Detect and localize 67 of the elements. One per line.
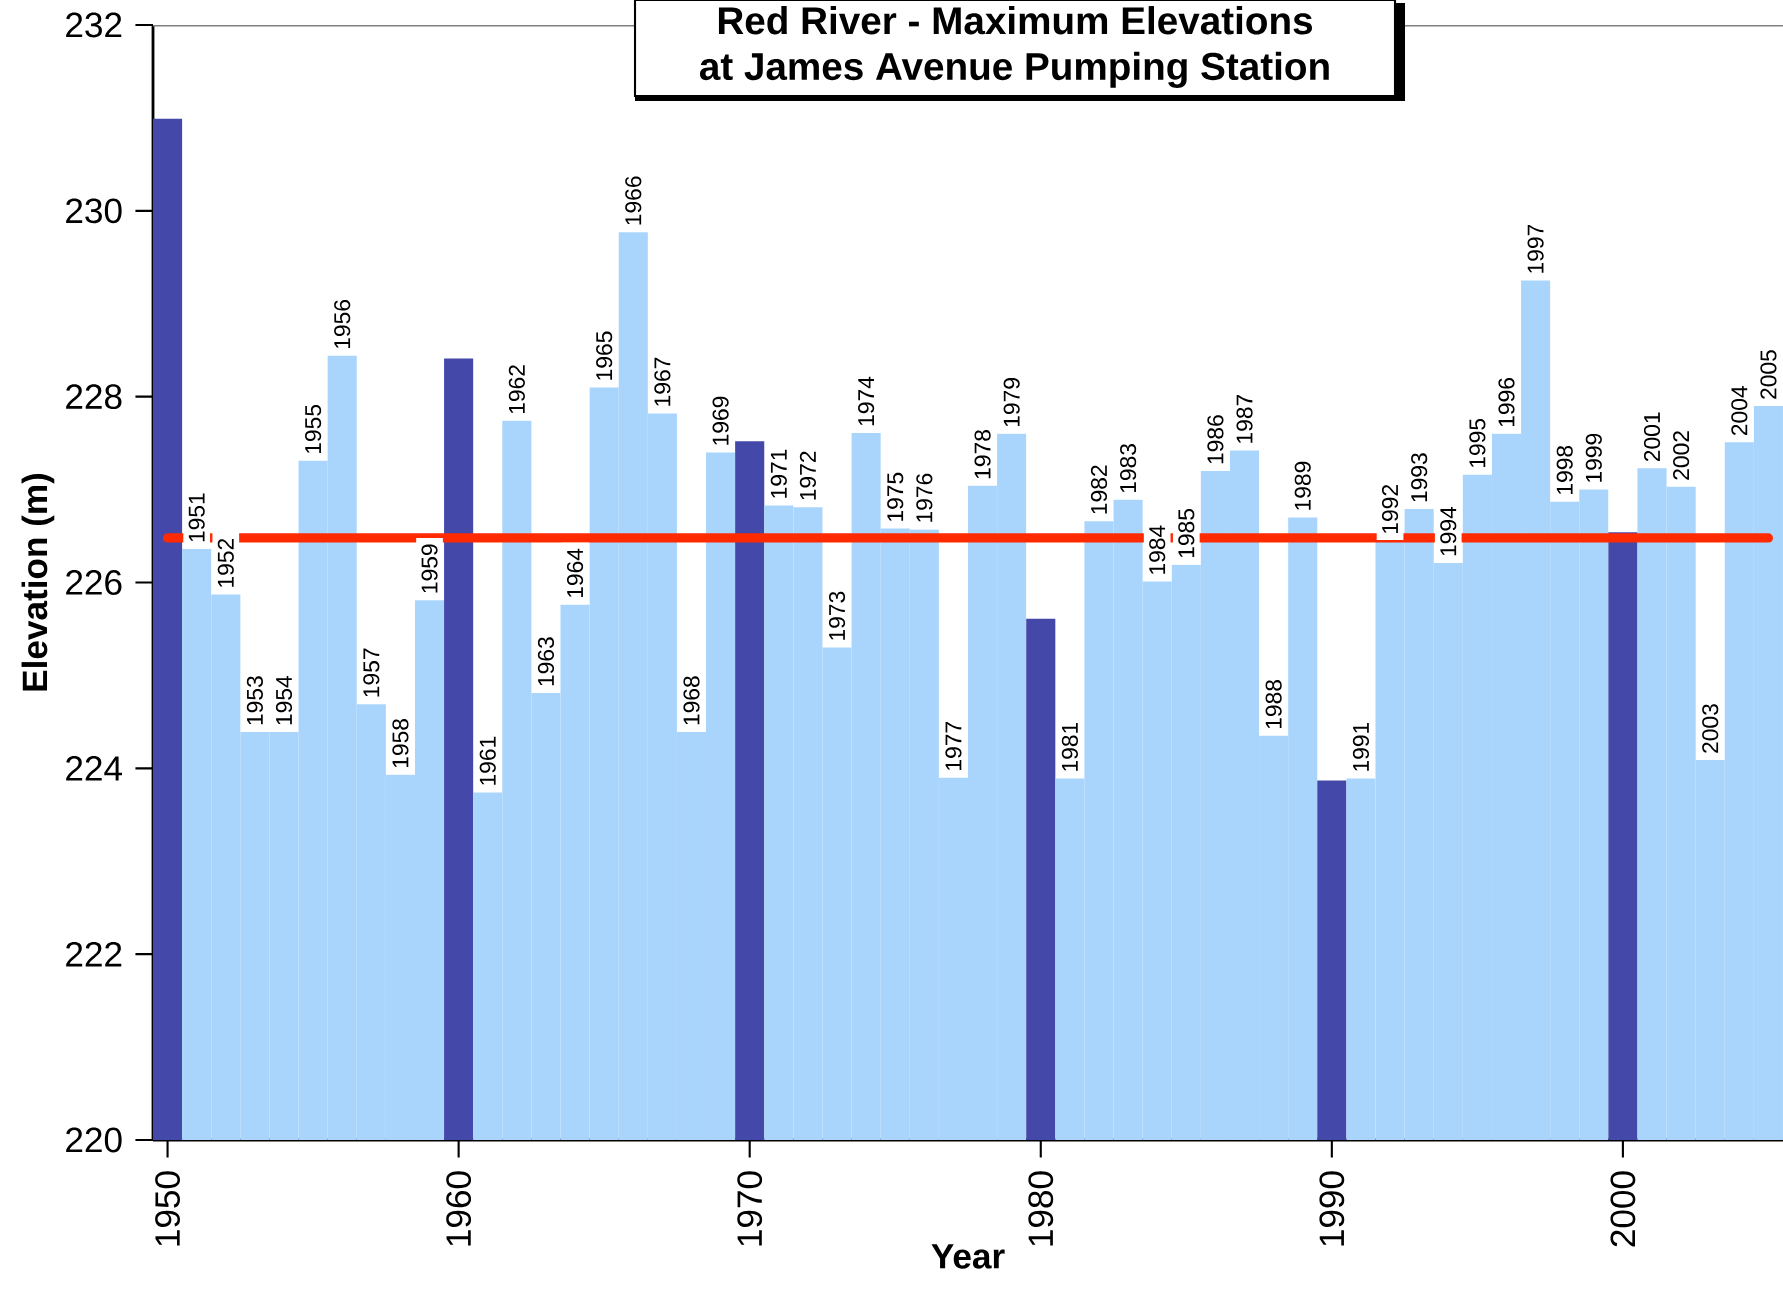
x-axis-title: Year — [931, 1244, 1005, 1269]
annotation: 1999 — [1585, 433, 1602, 482]
annotation: 2001 — [1643, 412, 1661, 462]
annotation: 1964 — [566, 548, 584, 598]
y-axis-title: Elevation (m) — [21, 473, 55, 691]
annotation: 1985 — [1178, 509, 1195, 558]
y-tick-label: 220 — [66, 1127, 122, 1153]
annotation: 1954 — [275, 676, 293, 725]
x-tick-label: 1950 — [155, 1171, 180, 1246]
annotation: 1955 — [305, 404, 322, 454]
annotation: 1959 — [421, 544, 438, 593]
annotation: 1983 — [1120, 444, 1137, 493]
annotation: 1987 — [1236, 394, 1253, 443]
annotation: 1963 — [537, 637, 555, 686]
annotation: 1952 — [217, 538, 234, 587]
annotation: 1979 — [1003, 378, 1020, 427]
annotation: 1968 — [683, 676, 700, 725]
annotation: 2005 — [1760, 350, 1777, 399]
annotation: 1996 — [1498, 378, 1515, 427]
annotation: 1958 — [392, 719, 409, 768]
annotation: 1976 — [916, 473, 933, 522]
annotation: 1984 — [1149, 525, 1166, 574]
annotation: 1957 — [363, 648, 380, 697]
annotation: 1962 — [508, 365, 525, 414]
annotation: 1967 — [654, 357, 671, 406]
annotation: 1989 — [1294, 461, 1311, 510]
x-tick-label: 2000 — [1610, 1171, 1636, 1247]
annotation: 1961 — [479, 736, 496, 785]
annotation: 1969 — [712, 396, 729, 445]
annotation: 1974 — [858, 376, 875, 426]
chart-title: Red River - Maximum Elevations — [718, 6, 1312, 35]
y-tick-label: 224 — [66, 756, 122, 781]
y-tick-label: 228 — [66, 384, 122, 410]
annotation: 1995 — [1469, 418, 1486, 467]
annotation: 1986 — [1207, 415, 1224, 464]
x-tick-label: 1970 — [737, 1171, 763, 1246]
annotation: 1973 — [828, 591, 846, 640]
annotation: 1978 — [974, 430, 991, 479]
annotation: 1993 — [1411, 453, 1428, 502]
annotation: 1982 — [1090, 465, 1108, 514]
annotation: 2002 — [1673, 431, 1690, 480]
text: at James Avenue Pumping Station — [700, 51, 1329, 88]
x-tick-label: 1990 — [1319, 1171, 1345, 1246]
annotation: 2003 — [1702, 704, 1719, 753]
annotation: 1951 — [188, 493, 205, 542]
annotation: 1992 — [1381, 485, 1399, 533]
y-tick-label: 232 — [66, 12, 122, 38]
annotation: 1953 — [246, 676, 263, 725]
y-tick-label: 226 — [66, 570, 122, 595]
annotation: 1998 — [1556, 445, 1573, 494]
annotation: 1991 — [1352, 722, 1370, 771]
annotation: 1975 — [887, 472, 904, 521]
annotation: 2004 — [1731, 386, 1748, 436]
annotation: 1956 — [334, 300, 351, 349]
annotation: 1977 — [945, 722, 962, 770]
y-tick-label: 222 — [66, 941, 122, 967]
annotation: 1994 — [1440, 506, 1457, 556]
annotation: 1965 — [596, 331, 613, 380]
annotation: 1981 — [1061, 722, 1078, 771]
y-tick-label: 230 — [66, 198, 122, 224]
annotation: 1972 — [799, 451, 816, 500]
x-tick-label: 1980 — [1028, 1171, 1054, 1246]
annotation: 1988 — [1265, 680, 1282, 729]
annotation: 1966 — [625, 176, 642, 225]
annotation: 1971 — [770, 449, 787, 498]
x-tick-label: 1960 — [446, 1171, 472, 1246]
annotation: 1997 — [1527, 224, 1544, 273]
